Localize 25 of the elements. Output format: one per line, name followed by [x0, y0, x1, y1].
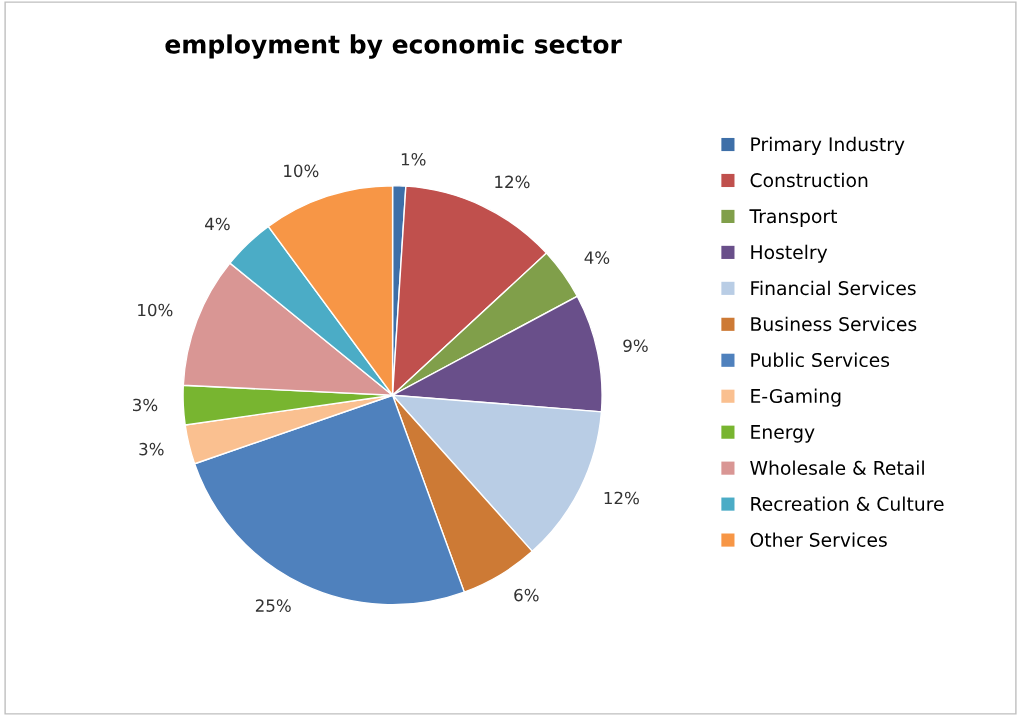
- data-label: 25%: [255, 599, 291, 612]
- chart-title: employment by economic sector: [165, 34, 622, 59]
- data-label: 1%: [401, 152, 426, 166]
- data-label: 12%: [495, 175, 530, 189]
- data-label: 3%: [133, 398, 158, 412]
- legend-label: Energy: [751, 425, 815, 443]
- data-label: 10%: [138, 303, 173, 317]
- legend-label: Transport: [749, 209, 838, 227]
- legend-label: Primary Industry: [751, 136, 905, 155]
- legend-label: Construction: [750, 172, 868, 188]
- legend-label: Business Services: [751, 316, 917, 332]
- legend-label: Financial Services: [751, 280, 916, 296]
- data-label: 12%: [604, 491, 639, 505]
- data-label: 4%: [584, 251, 610, 264]
- data-label: 9%: [623, 339, 648, 353]
- legend-label: Wholesale & Retail: [750, 460, 924, 475]
- data-label: 10%: [284, 164, 319, 178]
- legend-label: E-Gaming: [751, 388, 841, 407]
- data-label: 6%: [514, 588, 539, 602]
- legend-label: Recreation & Culture: [751, 496, 944, 511]
- legend-label: Public Services: [751, 352, 890, 368]
- data-label: 4%: [205, 217, 230, 231]
- legend-label: Hostelry: [751, 244, 828, 263]
- data-label: 3%: [139, 442, 164, 456]
- legend-label: Other Services: [750, 532, 887, 547]
